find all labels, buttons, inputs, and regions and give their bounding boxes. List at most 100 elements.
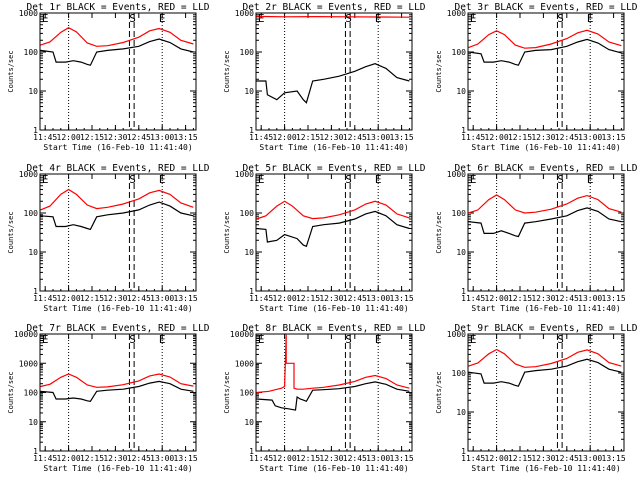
x-tick-label: 13:15 [602, 454, 626, 463]
x-tick-label: 13:00 [578, 133, 602, 142]
panel-det-7: Det 7r BLACK = Events, RED = LLD 1 10 100 10… [7, 323, 210, 473]
plot-frame [467, 333, 625, 452]
series-line-lld [40, 27, 194, 47]
x-tick-label: 12:30 [319, 294, 343, 303]
marker-e: E [42, 173, 49, 186]
x-tick-label: 11:45 [249, 133, 273, 142]
x-axis-label: Start Time (16-Feb-10 11:41:40) [471, 464, 620, 473]
x-tick-label: 11:45 [33, 294, 57, 303]
series-line-lld [40, 373, 194, 388]
y-tick-label: 1 [249, 447, 254, 456]
x-tick-label: 12:15 [296, 133, 320, 142]
x-tick-label: 12:30 [103, 133, 127, 142]
x-tick-label: 13:15 [390, 454, 414, 463]
marker-e: E [159, 12, 166, 25]
x-tick-label: 12:45 [555, 294, 579, 303]
series-line-events [256, 381, 410, 411]
y-tick-label: 1000 [235, 9, 254, 18]
y-tick-label: 10 [28, 248, 38, 257]
y-tick-label: 10 [456, 87, 466, 96]
panel-det-1: Det 1r BLACK = Events, RED = LLD 1 10 100 10… [7, 2, 210, 152]
marker-e: E [587, 333, 594, 346]
plot-frame [255, 173, 413, 292]
x-tick-label: 11:45 [249, 294, 273, 303]
marker-e: E [159, 173, 166, 186]
y-tick-label: 1000 [235, 359, 254, 368]
y-tick-label: 100 [452, 209, 467, 218]
x-tick-label: 11:45 [33, 133, 57, 142]
x-tick-label: 13:00 [366, 133, 390, 142]
x-tick-label: 12:30 [531, 454, 555, 463]
y-axis-label: Counts/sec [7, 371, 15, 413]
marker-e: E [470, 12, 477, 25]
panel-det-4: Det 4r BLACK = Events, RED = LLD 1 10 100 10… [7, 163, 210, 313]
y-tick-label: 100 [240, 389, 255, 398]
x-tick-label: 12:45 [343, 454, 367, 463]
y-axis-label: Counts/sec [223, 211, 231, 253]
panel-det-2: Det 2r BLACK = Events, RED = LLD 1 10 100 10… [223, 2, 426, 152]
x-tick-label: 12:15 [508, 133, 532, 142]
plot-frame [467, 173, 625, 292]
series-line-lld [468, 29, 622, 49]
series-line-events [40, 380, 194, 402]
y-tick-label: 1000 [235, 170, 254, 179]
series-line-events [468, 358, 622, 387]
x-tick-label: 13:15 [174, 294, 198, 303]
y-tick-label: 100 [240, 209, 255, 218]
marker-s: S [129, 12, 136, 25]
x-axis-label: Start Time (16-Feb-10 11:41:40) [43, 304, 192, 313]
x-tick-label: 12:30 [103, 294, 127, 303]
y-axis-label: Counts/sec [7, 211, 15, 253]
x-tick-label: 12:00 [57, 454, 81, 463]
y-tick-label: 100 [452, 369, 467, 378]
x-tick-label: 12:45 [343, 294, 367, 303]
series-line-lld [468, 194, 622, 214]
y-tick-label: 1000 [19, 9, 38, 18]
series-line-lld [256, 200, 410, 220]
marker-e: E [470, 173, 477, 186]
y-tick-label: 1000 [447, 170, 466, 179]
x-tick-label: 12:30 [531, 294, 555, 303]
y-tick-label: 10000 [230, 330, 254, 339]
y-tick-label: 100 [452, 48, 467, 57]
x-tick-label: 12:30 [103, 454, 127, 463]
x-tick-label: 11:45 [33, 454, 57, 463]
x-tick-label: 12:00 [485, 294, 509, 303]
marker-e: E [587, 12, 594, 25]
y-axis-label: Counts/sec [435, 211, 443, 253]
x-axis-label: Start Time (16-Feb-10 11:41:40) [471, 304, 620, 313]
x-tick-label: 12:30 [319, 133, 343, 142]
y-axis-label: Counts/sec [223, 50, 231, 92]
x-tick-label: 12:15 [508, 454, 532, 463]
x-tick-label: 12:45 [555, 454, 579, 463]
x-tick-label: 12:00 [485, 133, 509, 142]
panel-title: Det 6r BLACK = Events, RED = LLD [454, 163, 637, 174]
panel-title: Det 7r BLACK = Events, RED = LLD [26, 323, 209, 334]
panel-title: Det 1r BLACK = Events, RED = LLD [26, 2, 209, 13]
series-line-events [468, 38, 622, 66]
x-tick-label: 12:15 [80, 454, 104, 463]
y-tick-label: 10000 [14, 330, 38, 339]
series-line-lld [468, 348, 622, 368]
x-tick-label: 13:00 [366, 454, 390, 463]
x-tick-label: 11:45 [461, 294, 485, 303]
y-tick-label: 1 [461, 447, 466, 456]
panel-det-5: Det 5r BLACK = Events, RED = LLD 1 10 100 10… [223, 163, 426, 313]
y-tick-label: 100 [24, 48, 39, 57]
plot-frame [467, 12, 625, 131]
y-tick-label: 10 [244, 418, 254, 427]
x-tick-label: 12:45 [127, 454, 151, 463]
marker-e: E [258, 12, 265, 25]
panel-title: Det 8r BLACK = Events, RED = LLD [242, 323, 425, 334]
x-tick-label: 13:00 [366, 294, 390, 303]
y-tick-label: 1000 [19, 170, 38, 179]
marker-s: S [345, 333, 352, 346]
x-tick-label: 12:00 [485, 454, 509, 463]
x-axis-label: Start Time (16-Feb-10 11:41:40) [259, 143, 408, 152]
panel-title: Det 5r BLACK = Events, RED = LLD [242, 163, 425, 174]
x-tick-label: 13:15 [602, 133, 626, 142]
marker-e: E [470, 333, 477, 346]
x-tick-label: 13:15 [390, 294, 414, 303]
x-tick-label: 12:00 [273, 133, 297, 142]
